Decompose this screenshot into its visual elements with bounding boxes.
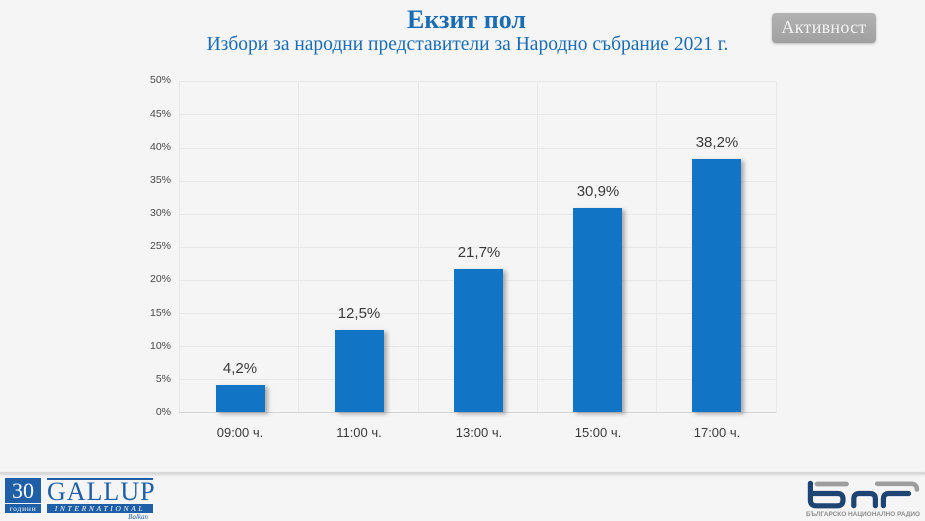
svg-text:БЪЛГАРСКО НАЦИОНАЛНО РАДИО: БЪЛГАРСКО НАЦИОНАЛНО РАДИО bbox=[806, 511, 920, 518]
